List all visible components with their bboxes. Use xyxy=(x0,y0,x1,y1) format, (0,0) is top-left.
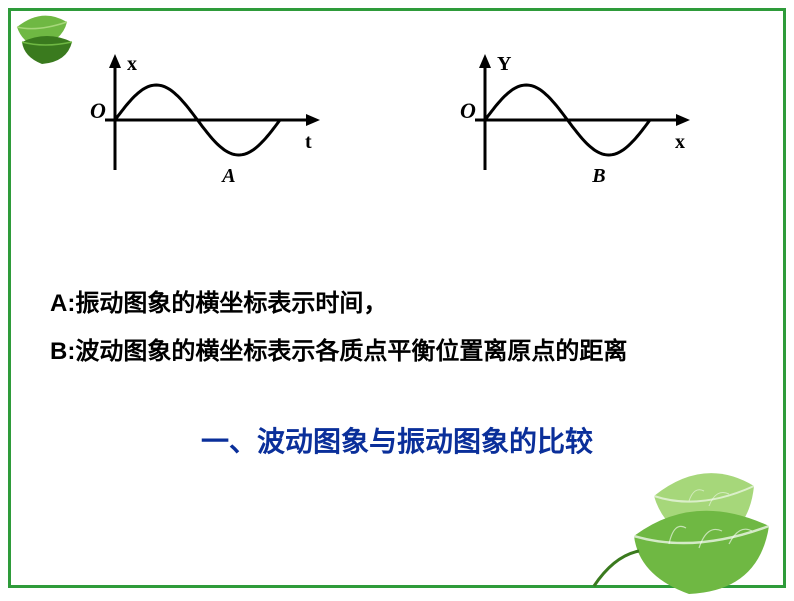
charts-container: x t O A Yx O B xyxy=(70,50,754,200)
line-b: B:波动图象的横坐标表示各质点平衡位置离原点的距离 xyxy=(50,328,774,376)
chart-b: Yx O B xyxy=(440,50,710,200)
svg-text:A: A xyxy=(220,165,235,187)
line-a: A:振动图象的横坐标表示时间， xyxy=(50,280,774,328)
svg-text:t: t xyxy=(305,131,312,153)
svg-text:O: O xyxy=(460,98,476,123)
line-b-text: 波动图象的横坐标表示各质点平衡位置离原点的距离 xyxy=(75,338,627,365)
chart-a: x t O A xyxy=(70,50,340,200)
leaf-decoration-bottom-right xyxy=(574,436,794,596)
svg-text:x: x xyxy=(127,53,137,75)
description-block: A:振动图象的横坐标表示时间， B:波动图象的横坐标表示各质点平衡位置离原点的距… xyxy=(50,280,774,376)
line-a-text: 振动图象的横坐标表示时间， xyxy=(75,290,387,317)
svg-text:Y: Y xyxy=(497,53,512,75)
svg-text:O: O xyxy=(90,98,106,123)
svg-text:B: B xyxy=(591,165,605,187)
svg-text:x: x xyxy=(675,131,685,153)
line-a-label: A: xyxy=(50,290,75,317)
line-b-label: B: xyxy=(50,338,75,365)
